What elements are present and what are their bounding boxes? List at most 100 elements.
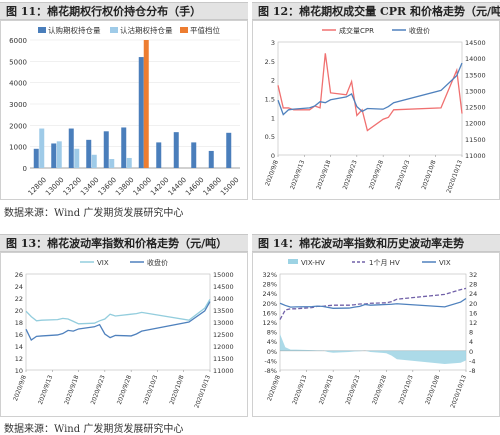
bar-put	[91, 154, 97, 168]
legend-label: 收盘价	[147, 258, 168, 267]
chart13-frame	[0, 252, 248, 417]
chart11-title: 图 11：棉花期权行权价持仓分布（手）	[0, 2, 248, 20]
series-line	[25, 301, 211, 341]
x-tick-label: 2020/9/28	[368, 159, 385, 190]
legend-label: VIX-HV	[301, 259, 325, 267]
y-right-tick-label: 14000	[465, 55, 486, 63]
x-tick-label: 13600	[97, 176, 118, 197]
legend-label: 认购期权持仓量	[48, 25, 101, 35]
bar-call	[68, 128, 74, 168]
y-right-tick-label: 24	[469, 290, 477, 298]
chart14-title: 图 14：棉花波动率指数和历史波动率走势	[252, 234, 500, 252]
x-tick-label: 2020/9/18	[63, 374, 80, 405]
chart11-frame	[0, 20, 248, 200]
y-left-tick-label: 32%	[263, 271, 277, 279]
bar-put	[109, 159, 115, 168]
y-tick-label: 0	[23, 165, 27, 173]
chart11-panel: 图 11：棉花期权行权价持仓分布（手） 0 1000 2000 3000 4000 500…	[0, 0, 248, 200]
legend-label: 平值档位	[190, 25, 220, 35]
y-right-tick-label: 12000	[213, 343, 234, 351]
legend-swatch	[110, 27, 118, 33]
y-tick-label: 1000	[9, 144, 27, 152]
x-tick-label: 2020/9/13	[291, 374, 308, 405]
y-left-tick-label: 16	[15, 331, 23, 339]
legend-label: 认沽期权持仓量	[120, 25, 173, 35]
y-left-tick-label: 18	[15, 319, 23, 327]
x-tick-label: 2020/10/8	[168, 374, 185, 405]
y-left-tick-label: -4%	[264, 357, 277, 365]
bar-call	[226, 132, 232, 168]
bar-call	[103, 131, 109, 168]
bar-call	[138, 57, 144, 168]
y-right-tick-label: 11500	[465, 136, 486, 144]
x-tick-label: 2020/9/23	[90, 374, 107, 405]
x-tick-label: 2020/9/13	[37, 374, 54, 405]
x-tick-label: 2020/9/23	[344, 374, 361, 405]
x-tick-label: 2020/10/13	[445, 159, 463, 194]
y-left-tick-label: 0.5	[265, 133, 275, 141]
x-tick-label: 2020/9/28	[116, 374, 133, 405]
y-left-tick-label: 16%	[263, 309, 277, 317]
x-tick-label: 2020/10/8	[424, 374, 441, 405]
y-left-tick-label: 0	[271, 152, 275, 160]
y-left-tick-label: 24	[15, 283, 23, 291]
y-right-tick-label: 11000	[465, 152, 486, 160]
y-right-tick-label: 12500	[213, 331, 234, 339]
x-tick-label: 2020/10/13	[193, 374, 211, 409]
y-left-tick-label: 3	[271, 39, 275, 47]
chart11-svg: 0 1000 2000 3000 4000 5000 6000 128001300013200…	[9, 25, 240, 197]
y-left-tick-label: 4%	[267, 338, 277, 346]
bar-call	[86, 139, 92, 168]
y-right-tick-label: 0	[469, 348, 473, 356]
y-left-tick-label: 12%	[263, 319, 277, 327]
chart13-svg: 10 12 14 16 18 20 22 24 26 11000 11500 12000 12500 13…	[12, 258, 234, 409]
y-right-tick-label: 11500	[213, 355, 234, 363]
y-left-tick-label: 26	[15, 271, 23, 279]
x-tick-label: 2020/10/8	[420, 159, 437, 190]
y-left-tick-label: 20	[15, 307, 23, 315]
y-left-tick-label: 14	[15, 343, 23, 351]
y-right-tick-label: 4	[469, 338, 473, 346]
bar-call	[156, 142, 162, 168]
series-line	[25, 298, 211, 325]
chart14-panel: 图 14：棉花波动率指数和历史波动率走势 -8% -4% 0% 4% 8% 12% 16% 2…	[252, 232, 500, 417]
y-right-tick-label: 12	[469, 319, 477, 327]
y-left-tick-label: 2	[271, 77, 275, 85]
y-left-tick-label: -8%	[264, 367, 277, 375]
y-right-tick-label: 13500	[465, 71, 486, 79]
bar-call	[191, 142, 197, 168]
y-right-tick-label: 32	[469, 271, 477, 279]
source-text-top: 数据来源：Wind 广发期货发展研究中心	[4, 208, 184, 219]
x-tick-label: 14000	[132, 176, 153, 197]
x-tick-label: 2020/9/23	[342, 159, 359, 190]
bar-call	[121, 127, 127, 168]
x-tick-label: 2020/9/8	[264, 159, 280, 187]
y-right-tick-label: 16	[469, 309, 477, 317]
x-tick-label: 2020/10/13	[449, 374, 467, 409]
bar-call	[33, 148, 39, 168]
bar-put	[74, 148, 80, 168]
x-tick-label: 12800	[27, 176, 48, 197]
y-left-tick-label: 8%	[267, 329, 277, 337]
y-tick-label: 6000	[9, 37, 27, 45]
source-text-bottom: 数据来源：Wind 广发期货发展研究中心	[4, 424, 184, 435]
y-left-tick-label: 1	[271, 114, 275, 122]
series-line	[279, 287, 467, 320]
y-tick-label: 2000	[9, 122, 27, 130]
y-left-tick-label: 1.5	[265, 96, 275, 104]
chart14-svg: -8% -4%0% 4%8% 12% 16%20% 24%28% 32% -8 -40 48 12 1…	[263, 259, 477, 409]
x-tick-label: 14600	[184, 176, 205, 197]
y-right-tick-label: 12500	[465, 104, 486, 112]
x-tick-label: 2020/9/18	[315, 159, 332, 190]
plot-area	[25, 273, 211, 371]
x-tick-label: 2020/10/3	[398, 374, 415, 405]
x-tick-label: 14400	[167, 176, 188, 197]
plot-area	[279, 273, 467, 371]
x-tick-label: 14200	[149, 176, 170, 197]
y-right-tick-label: 13000	[465, 87, 486, 95]
chart12-svg: 0 0.5 1 1.5 2 2.5 3 11000 11500 12000 12500 13000 13…	[264, 26, 486, 194]
x-tick-label: 2020/9/13	[289, 159, 306, 190]
y-right-tick-label: -8	[469, 367, 475, 375]
y-right-tick-label: 13000	[213, 319, 234, 327]
y-tick-label: 3000	[9, 101, 27, 109]
